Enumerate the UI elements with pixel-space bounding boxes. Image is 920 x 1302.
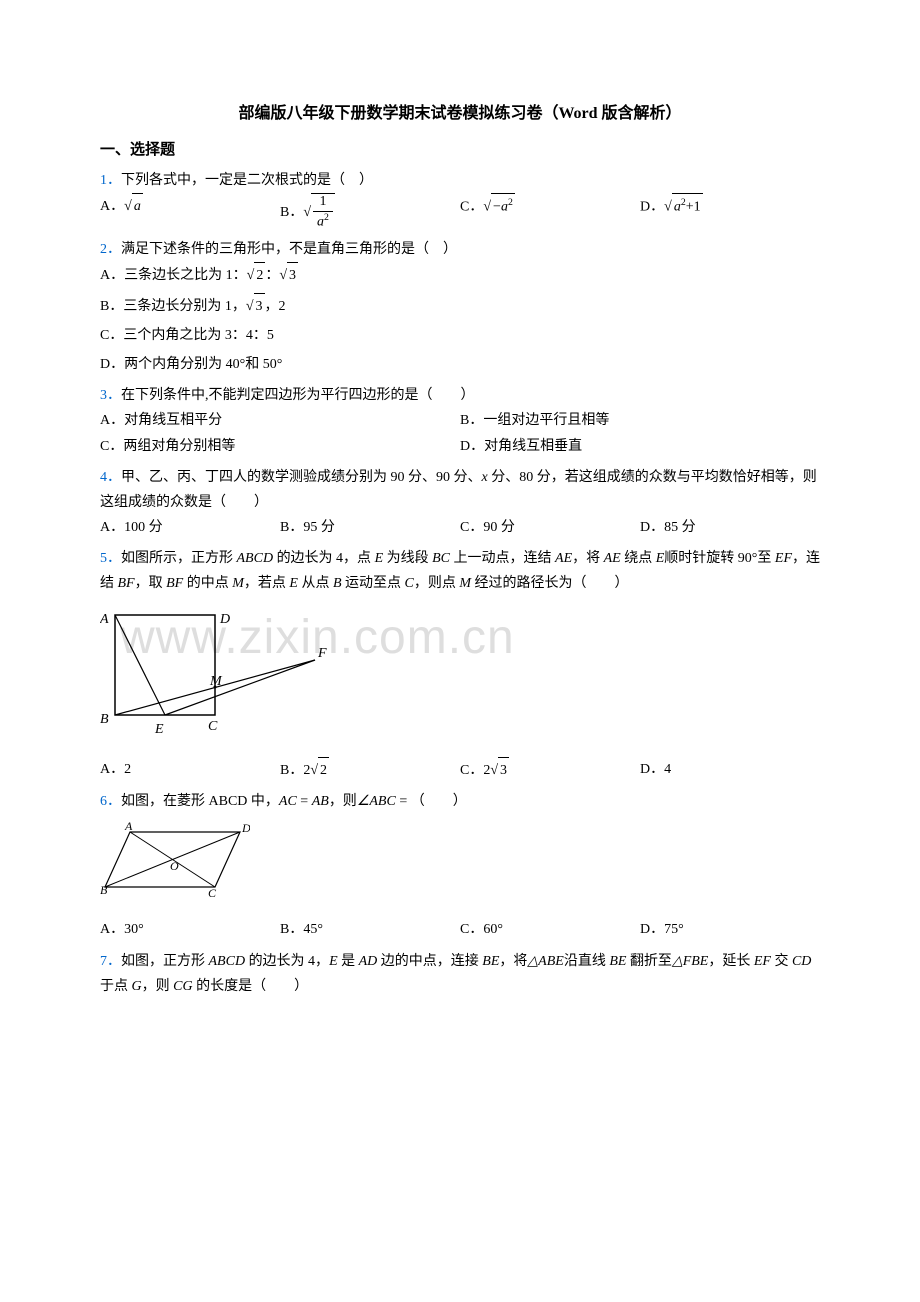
q4-optA: A．100 分 xyxy=(100,515,280,540)
question-3: 3．在下列条件中,不能判定四边形为平行四边形的是（ ） A．对角线互相平分 B．… xyxy=(100,383,820,459)
q5-figure: A D B C E M F xyxy=(100,605,820,749)
q3-number: 3． xyxy=(100,388,121,403)
q6-options: A．30° B．45° C．60° D．75° xyxy=(100,917,820,942)
q4-optB: B．95 分 xyxy=(280,515,460,540)
q4-text-p1: 甲、乙、丙、丁四人的数学测验成绩分别为 90 分、90 分、 xyxy=(121,470,482,485)
q3-optB: B．一组对边平行且相等 xyxy=(460,408,820,433)
question-2: 2．满足下述条件的三角形中，不是直角三角形的是（ ） A．三条边长之比为 1：√… xyxy=(100,237,820,377)
q6-optD: D．75° xyxy=(640,917,820,942)
q3-options: A．对角线互相平分 B．一组对边平行且相等 C．两组对角分别相等 D．对角线互相… xyxy=(100,408,820,458)
svg-text:B: B xyxy=(100,883,108,897)
q2-optA: A．三条边长之比为 1：√2：√3 xyxy=(100,262,820,288)
q2-text: 满足下述条件的三角形中，不是直角三角形的是（ ） xyxy=(121,242,457,257)
svg-text:F: F xyxy=(317,646,327,661)
page-content: 部编版八年级下册数学期末试卷模拟练习卷（Word 版含解析） 一、选择题 1．下… xyxy=(100,100,820,999)
svg-text:C: C xyxy=(208,886,217,900)
svg-text:C: C xyxy=(208,719,218,734)
q5-optC: C．2√3 xyxy=(460,757,640,783)
svg-text:D: D xyxy=(241,822,250,835)
q2-number: 2． xyxy=(100,242,121,257)
svg-text:D: D xyxy=(219,612,230,627)
q1-text: 下列各式中，一定是二次根式的是（ ） xyxy=(121,173,373,188)
question-4: 4．甲、乙、丙、丁四人的数学测验成绩分别为 90 分、90 分、x 分、80 分… xyxy=(100,465,820,541)
q1-number: 1． xyxy=(100,173,121,188)
q6-optB: B．45° xyxy=(280,917,460,942)
q6-number: 6． xyxy=(100,794,121,809)
svg-text:A: A xyxy=(100,612,109,627)
q7-number: 7． xyxy=(100,954,121,969)
page-title: 部编版八年级下册数学期末试卷模拟练习卷（Word 版含解析） xyxy=(100,100,820,129)
q4-optC: C．90 分 xyxy=(460,515,640,540)
q5-optD: D．4 xyxy=(640,757,820,783)
q6-figure: A D B C O xyxy=(100,822,820,909)
question-7: 7．如图，正方形 ABCD 的边长为 4，E 是 AD 边的中点，连接 BE，将… xyxy=(100,949,820,999)
q1-optB: B．√1a2 xyxy=(280,193,460,231)
question-5: 5．如图所示，正方形 ABCD 的边长为 4，点 E 为线段 BC 上一动点，连… xyxy=(100,546,820,783)
svg-text:M: M xyxy=(209,674,223,689)
question-1: 1．下列各式中，一定是二次根式的是（ ） A．√a B．√1a2 C．√−a2 … xyxy=(100,168,820,231)
q2-optB: B．三条边长分别为 1，√3，2 xyxy=(100,293,820,319)
q3-optA: A．对角线互相平分 xyxy=(100,408,460,433)
svg-text:A: A xyxy=(124,822,133,833)
q4-options: A．100 分 B．95 分 C．90 分 D．85 分 xyxy=(100,515,820,540)
q4-number: 4． xyxy=(100,470,121,485)
svg-text:O: O xyxy=(170,859,179,873)
q1-optA: A．√a xyxy=(100,193,280,231)
q5-options: A．2 B．2√2 C．2√3 D．4 xyxy=(100,757,820,783)
question-6: 6．如图，在菱形 ABCD 中，AC = AB，则∠ABC = （ ） A D … xyxy=(100,789,820,943)
q1-optD: D．√a2+1 xyxy=(640,193,820,231)
q5-number: 5． xyxy=(100,551,121,566)
q3-text: 在下列条件中,不能判定四边形为平行四边形的是（ ） xyxy=(121,388,475,403)
q1-options: A．√a B．√1a2 C．√−a2 D．√a2+1 xyxy=(100,193,820,231)
q6-optC: C．60° xyxy=(460,917,640,942)
svg-text:B: B xyxy=(100,712,109,727)
section-header: 一、选择题 xyxy=(100,137,820,164)
q2-optC: C．三个内角之比为 3：4：5 xyxy=(100,323,820,348)
svg-text:E: E xyxy=(154,722,164,737)
q6-optA: A．30° xyxy=(100,917,280,942)
q3-optD: D．对角线互相垂直 xyxy=(460,434,820,459)
q4-optD: D．85 分 xyxy=(640,515,820,540)
q3-optC: C．两组对角分别相等 xyxy=(100,434,460,459)
q2-optD: D．两个内角分别为 40°和 50° xyxy=(100,352,820,377)
q5-optB: B．2√2 xyxy=(280,757,460,783)
q5-optA: A．2 xyxy=(100,757,280,783)
q1-optC: C．√−a2 xyxy=(460,193,640,231)
q2-options: A．三条边长之比为 1：√2：√3 B．三条边长分别为 1，√3，2 C．三个内… xyxy=(100,262,820,377)
